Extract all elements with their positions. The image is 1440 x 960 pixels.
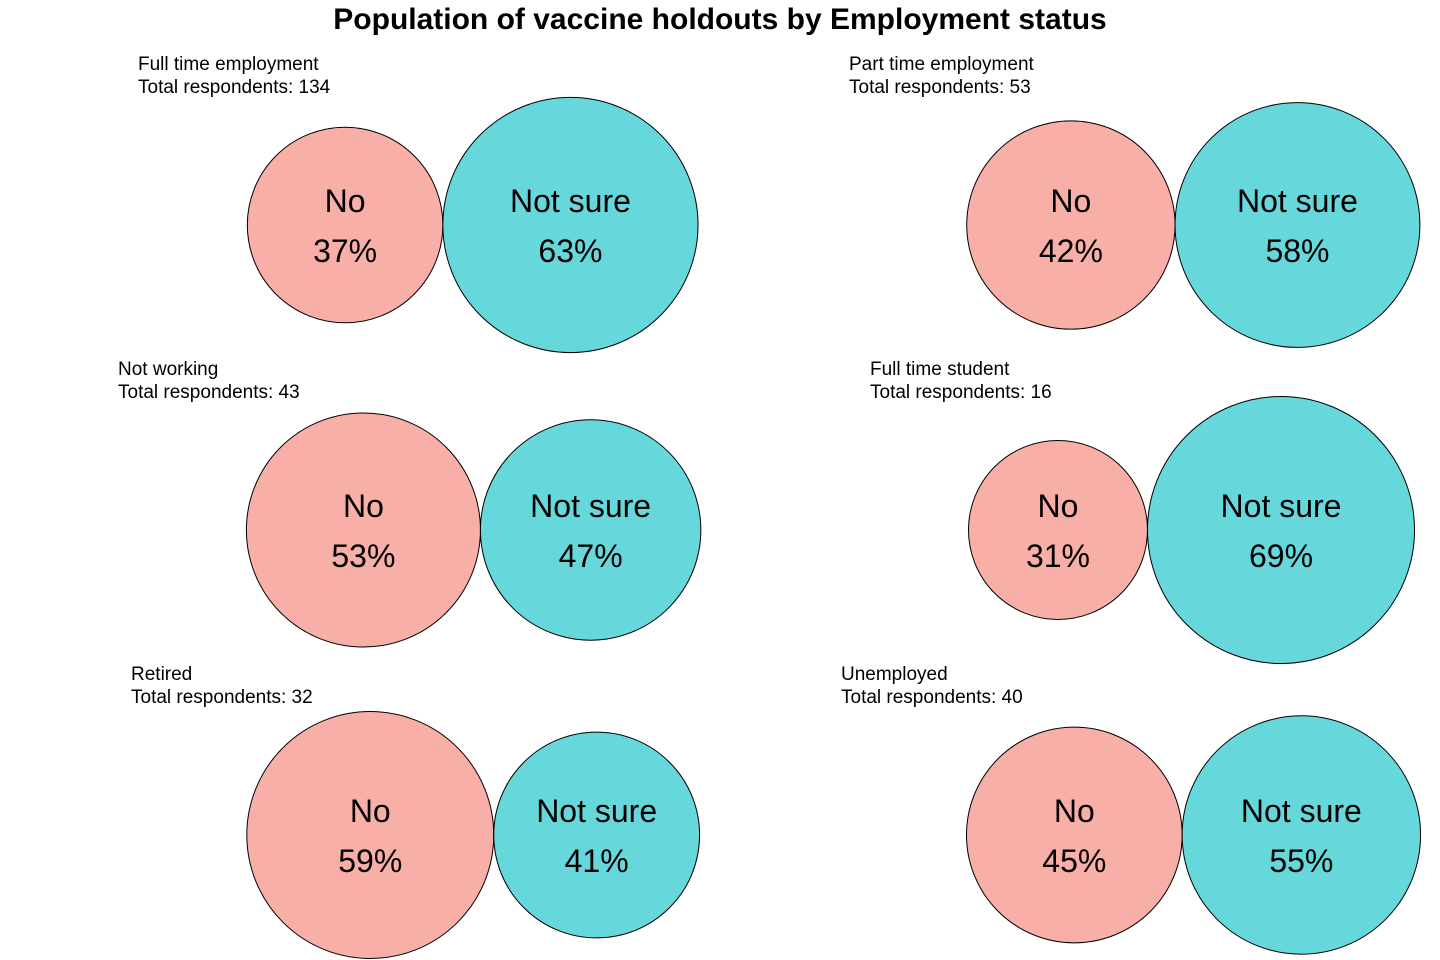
bubble-no — [246, 126, 444, 324]
bubble-value-label: 69% — [1249, 538, 1313, 574]
bubble-category-label: Not sure — [536, 793, 657, 829]
panel-respondents-label: Total respondents: 134 — [138, 77, 331, 98]
bubble-not-sure — [1174, 102, 1421, 348]
bubble-not-sure — [1146, 395, 1416, 665]
bubble-not-sure — [479, 419, 702, 641]
panel-respondents-label: Total respondents: 53 — [849, 77, 1031, 98]
bubble-value-label: 41% — [565, 843, 629, 879]
panel-respondents-label: Total respondents: 40 — [841, 687, 1023, 708]
bubble-no — [967, 440, 1148, 620]
bubble-category-label: No — [1038, 488, 1079, 524]
bubble-category-label: No — [1054, 793, 1095, 829]
bubble-category-label: Not sure — [1221, 488, 1342, 524]
bubble-value-label: 31% — [1026, 538, 1090, 574]
chart-title: Population of vaccine holdouts by Employ… — [333, 3, 1107, 36]
bubble-no — [245, 412, 481, 648]
bubble-category-label: Not sure — [530, 488, 651, 524]
bubble-category-label: No — [350, 793, 391, 829]
panel-respondents-label: Total respondents: 16 — [870, 382, 1052, 403]
panel-respondents-label: Total respondents: 43 — [118, 382, 300, 403]
bubble-category-label: No — [343, 488, 384, 524]
panel-group-label: Full time student — [870, 359, 1010, 380]
bubble-value-label: 58% — [1265, 233, 1329, 269]
bubble-value-label: 42% — [1039, 233, 1103, 269]
bubble-value-label: 55% — [1269, 843, 1333, 879]
bubble-category-label: No — [1050, 183, 1091, 219]
bubble-category-label: No — [325, 183, 366, 219]
panel-group-label: Retired — [131, 664, 192, 685]
bubble-category-label: Not sure — [1237, 183, 1358, 219]
panel-group-label: Full time employment — [138, 54, 319, 75]
bubble-value-label: 37% — [313, 233, 377, 269]
bubble-value-label: 47% — [559, 538, 623, 574]
bubble-not-sure — [493, 731, 701, 939]
bubble-no — [246, 711, 495, 959]
bubble-category-label: Not sure — [1241, 793, 1362, 829]
bubble-value-label: 53% — [331, 538, 395, 574]
bubble-value-label: 63% — [538, 233, 602, 269]
bubble-no — [965, 726, 1183, 944]
panel-group-label: Unemployed — [841, 664, 948, 685]
bubble-value-label: 45% — [1042, 843, 1106, 879]
bubble-category-label: Not sure — [510, 183, 631, 219]
panel-group-label: Part time employment — [849, 54, 1035, 75]
bubble-value-label: 59% — [338, 843, 402, 879]
bubble-no — [966, 120, 1176, 330]
panel-respondents-label: Total respondents: 32 — [131, 687, 313, 708]
bubble-not-sure — [442, 96, 699, 354]
bubble-not-sure — [1181, 715, 1422, 955]
panel-group-label: Not working — [118, 359, 218, 380]
